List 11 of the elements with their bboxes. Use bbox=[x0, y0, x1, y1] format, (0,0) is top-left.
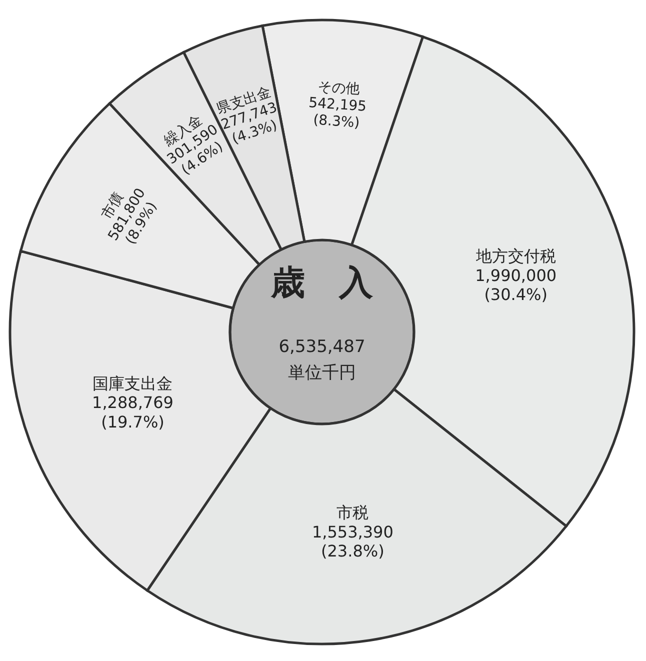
text: 6,535,487 bbox=[278, 337, 366, 357]
data-label: 1,553,390 (23.8%) bbox=[312, 522, 394, 560]
slice-label: 国庫支出金 bbox=[92, 374, 173, 393]
data-label: 1,288,769 (19.7%) bbox=[92, 393, 174, 432]
slice-label: その他 bbox=[317, 78, 360, 98]
data-label: 1,990,000 (30.4%) bbox=[475, 266, 557, 304]
text: 歳 入 bbox=[270, 263, 374, 303]
data-label: 542,195 (8.3%) bbox=[308, 95, 368, 132]
text: 単位千円 bbox=[288, 363, 356, 383]
slice-label: 地方交付税 bbox=[474, 246, 556, 266]
slice-label: 市税 bbox=[336, 503, 369, 522]
